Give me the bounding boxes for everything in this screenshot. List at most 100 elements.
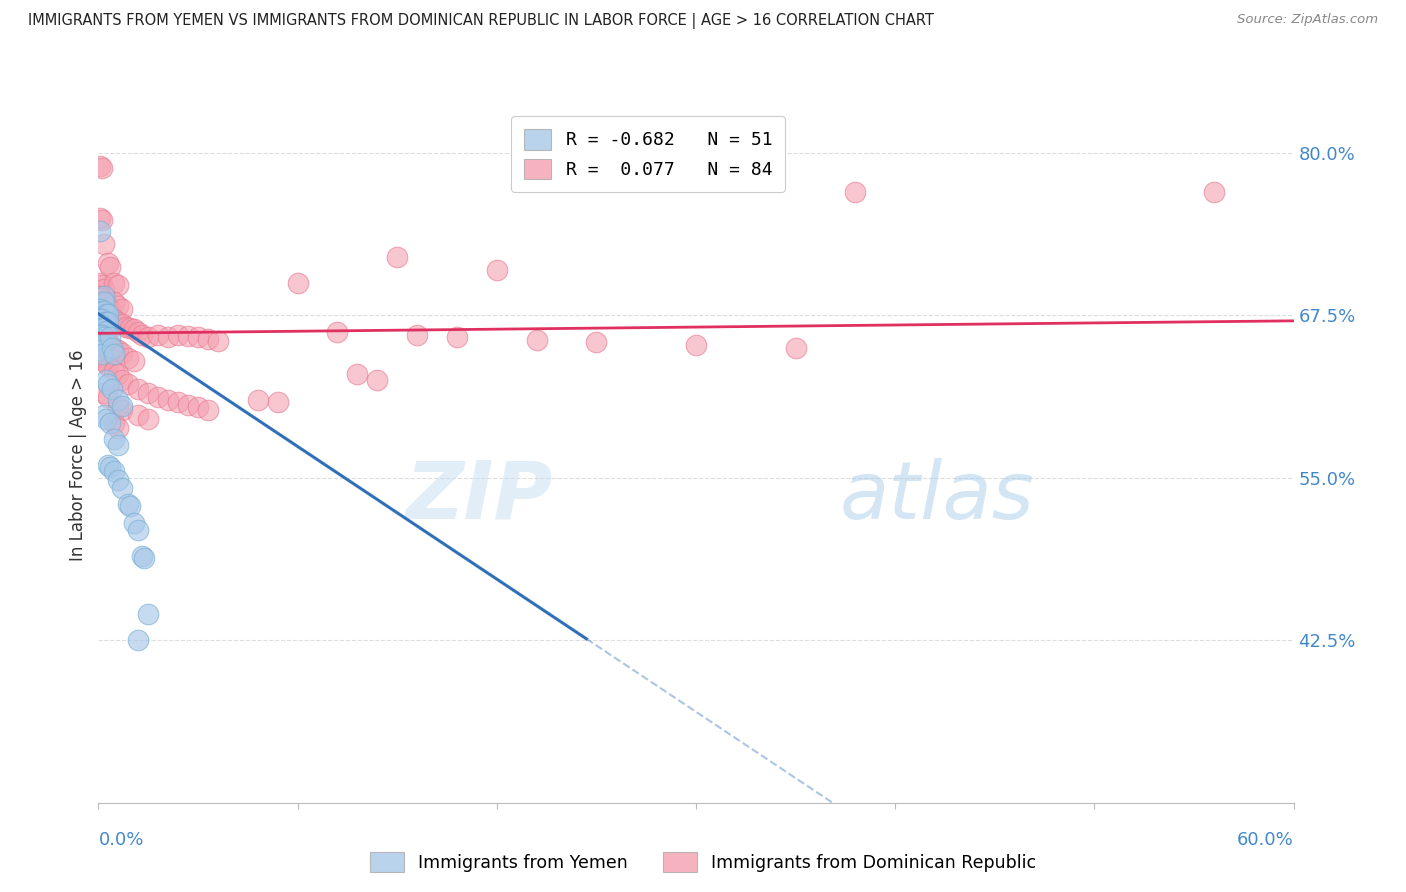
Point — [89, 159, 111, 173]
Point — [111, 317, 134, 331]
Point — [98, 301, 122, 316]
Point — [89, 334, 111, 348]
Point — [101, 382, 124, 396]
Point — [107, 367, 129, 381]
Point — [96, 315, 118, 329]
Point — [103, 432, 125, 446]
Point — [91, 350, 114, 364]
Point — [93, 295, 115, 310]
Point — [91, 327, 114, 342]
Point — [127, 523, 149, 537]
Point — [93, 321, 115, 335]
Point — [89, 347, 111, 361]
Point — [446, 330, 468, 344]
Point — [89, 288, 111, 302]
Point — [148, 390, 170, 404]
Text: 0.0%: 0.0% — [98, 831, 143, 849]
Point — [117, 351, 139, 365]
Legend: R = -0.682   N = 51, R =  0.077   N = 84: R = -0.682 N = 51, R = 0.077 N = 84 — [512, 116, 785, 192]
Point — [103, 276, 125, 290]
Point — [136, 607, 159, 622]
Point — [89, 211, 111, 225]
Point — [136, 386, 159, 401]
Point — [346, 367, 368, 381]
Point — [127, 409, 149, 423]
Y-axis label: In Labor Force | Age > 16: In Labor Force | Age > 16 — [69, 349, 87, 561]
Point — [103, 416, 125, 430]
Point — [89, 224, 111, 238]
Point — [366, 373, 388, 387]
Point — [1202, 185, 1225, 199]
Point — [127, 325, 149, 339]
Point — [107, 438, 129, 452]
Point — [134, 551, 156, 566]
Point — [91, 304, 114, 318]
Point — [131, 549, 153, 563]
Point — [117, 497, 139, 511]
Text: ZIP: ZIP — [405, 458, 553, 536]
Point — [111, 481, 134, 495]
Point — [91, 213, 114, 227]
Point — [96, 412, 118, 426]
Point — [93, 236, 115, 251]
Point — [101, 319, 124, 334]
Point — [93, 330, 115, 344]
Point — [107, 473, 129, 487]
Point — [103, 364, 125, 378]
Point — [124, 516, 146, 531]
Point — [287, 276, 309, 290]
Point — [120, 500, 142, 514]
Point — [157, 330, 180, 344]
Point — [91, 161, 114, 176]
Point — [103, 347, 125, 361]
Point — [89, 317, 111, 331]
Point — [96, 356, 118, 370]
Point — [97, 458, 120, 472]
Point — [97, 315, 120, 329]
Point — [93, 409, 115, 423]
Point — [93, 293, 115, 308]
Point — [97, 307, 120, 321]
Point — [96, 312, 118, 326]
Point — [107, 421, 129, 435]
Point — [111, 346, 134, 360]
Point — [89, 325, 111, 339]
Point — [98, 260, 122, 274]
Point — [120, 321, 142, 335]
Point — [127, 382, 149, 396]
Text: 60.0%: 60.0% — [1237, 831, 1294, 849]
Point — [207, 334, 229, 348]
Point — [91, 347, 114, 361]
Point — [177, 329, 200, 343]
Point — [107, 399, 129, 413]
Point — [96, 324, 118, 338]
Point — [89, 327, 111, 342]
Point — [136, 412, 159, 426]
Point — [167, 327, 190, 342]
Point — [91, 291, 114, 305]
Point — [98, 416, 122, 430]
Point — [103, 312, 125, 326]
Point — [197, 403, 219, 417]
Point — [246, 392, 269, 407]
Point — [107, 299, 129, 313]
Point — [785, 341, 807, 355]
Point — [136, 330, 159, 344]
Point — [93, 288, 115, 302]
Point — [97, 335, 120, 350]
Point — [93, 352, 115, 367]
Point — [585, 335, 607, 350]
Point — [89, 301, 111, 316]
Point — [103, 464, 125, 478]
Point — [157, 392, 180, 407]
Point — [98, 338, 122, 352]
Legend: Immigrants from Yemen, Immigrants from Dominican Republic: Immigrants from Yemen, Immigrants from D… — [363, 845, 1043, 879]
Point — [89, 304, 111, 318]
Point — [115, 319, 138, 334]
Point — [101, 341, 124, 355]
Text: atlas: atlas — [839, 458, 1035, 536]
Point — [406, 327, 429, 342]
Point — [148, 327, 170, 342]
Point — [107, 392, 129, 407]
Text: Source: ZipAtlas.com: Source: ZipAtlas.com — [1237, 13, 1378, 27]
